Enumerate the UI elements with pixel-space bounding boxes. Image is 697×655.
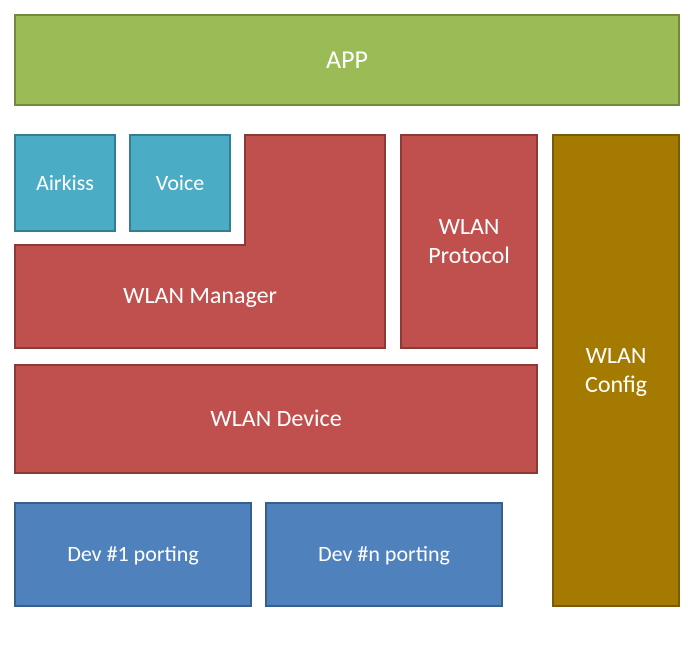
- block-wlan-protocol: WLAN Protocol: [400, 134, 538, 349]
- block-airkiss-label: Airkiss: [36, 170, 94, 196]
- block-voice: Voice: [129, 134, 231, 232]
- block-dev1: Dev #1 porting: [14, 502, 252, 607]
- block-wlan-config-label: WLAN Config: [585, 342, 647, 400]
- block-voice-label: Voice: [156, 170, 204, 196]
- block-wlan-protocol-label: WLAN Protocol: [428, 213, 510, 271]
- block-devn: Dev #n porting: [265, 502, 503, 607]
- block-app: APP: [14, 14, 680, 106]
- block-wlan-manager: WLAN Manager: [14, 244, 386, 349]
- block-dev1-label: Dev #1 porting: [67, 541, 198, 567]
- block-wlan-manager-seam: [246, 244, 384, 248]
- block-wlan-device: WLAN Device: [14, 364, 538, 474]
- block-wlan-manager-label: WLAN Manager: [123, 282, 277, 311]
- block-airkiss: Airkiss: [14, 134, 116, 232]
- block-wlan-device-label: WLAN Device: [210, 405, 341, 434]
- wlan-architecture-diagram: APP WLAN Manager Airkiss Voice WLAN Prot…: [14, 14, 683, 641]
- block-app-label: APP: [326, 44, 368, 75]
- block-devn-label: Dev #n porting: [318, 541, 450, 567]
- block-wlan-config: WLAN Config: [552, 134, 680, 607]
